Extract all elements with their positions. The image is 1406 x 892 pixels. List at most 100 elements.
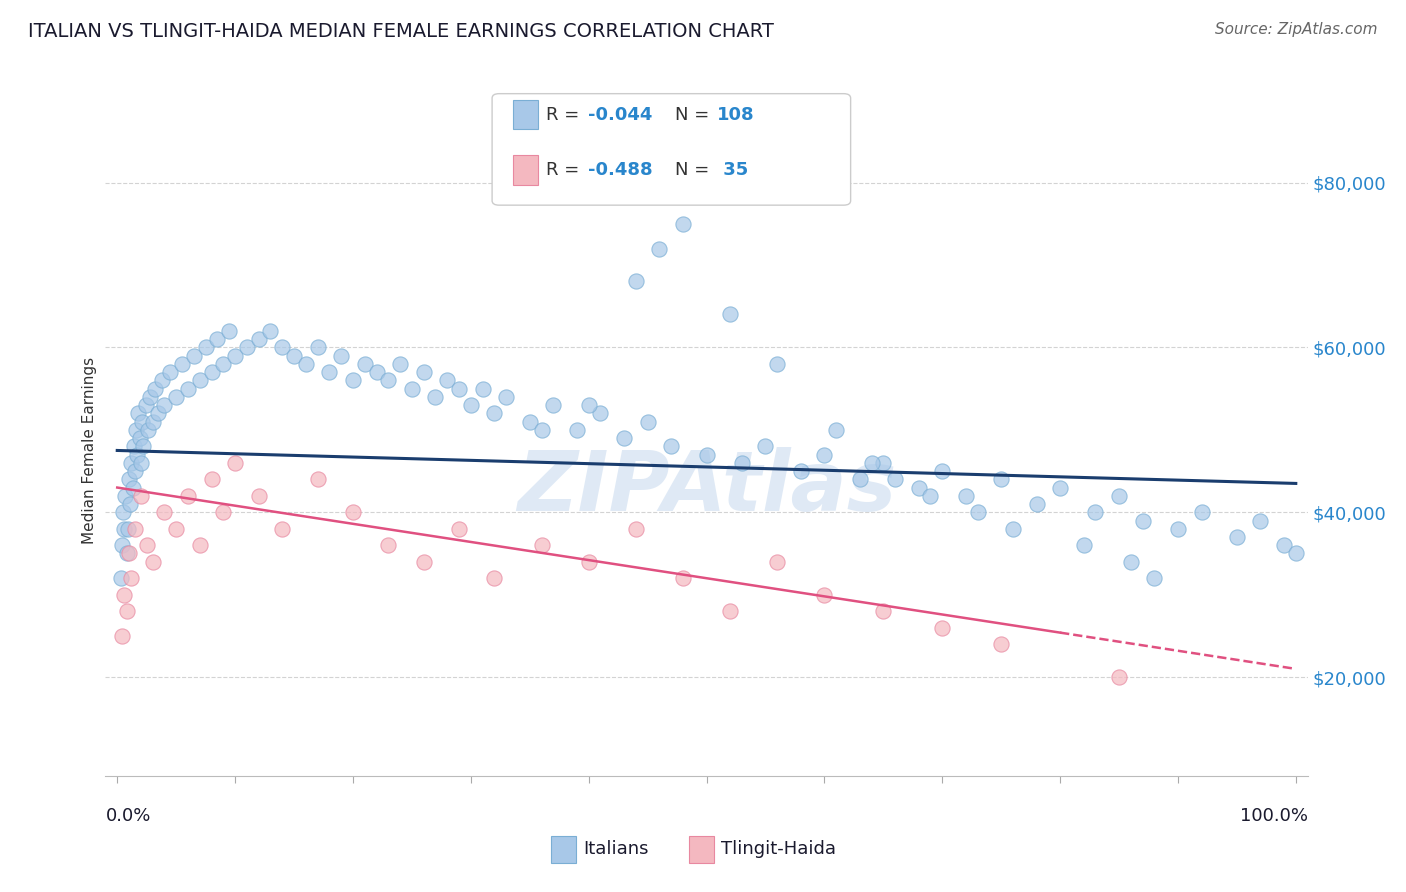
Point [672, 217, 695, 231]
Point [389, 357, 412, 371]
Point [659, 439, 682, 453]
Y-axis label: Median Female Earnings: Median Female Earnings [82, 357, 97, 544]
Point [460, 398, 482, 412]
Point [860, 456, 883, 470]
Point [377, 373, 399, 387]
Point [183, 349, 205, 363]
Point [1025, 497, 1047, 511]
Point [966, 505, 988, 519]
Point [117, 522, 139, 536]
Point [224, 456, 246, 470]
Point [578, 398, 600, 412]
Point [1285, 547, 1308, 561]
Point [128, 431, 150, 445]
Point [872, 456, 894, 470]
Point [484, 406, 506, 420]
Text: N =: N = [675, 161, 714, 179]
Point [1167, 522, 1189, 536]
Point [247, 489, 270, 503]
Point [112, 588, 135, 602]
Text: Italians: Italians [583, 840, 650, 858]
Point [931, 621, 953, 635]
Point [153, 398, 176, 412]
Point [990, 472, 1012, 486]
Point [330, 349, 353, 363]
Point [139, 390, 162, 404]
Point [143, 382, 166, 396]
Point [159, 365, 181, 379]
Point [135, 398, 157, 412]
Point [125, 423, 148, 437]
Point [124, 522, 146, 536]
Text: R =: R = [546, 161, 585, 179]
Point [271, 340, 294, 354]
Text: ITALIAN VS TLINGIT-HAIDA MEDIAN FEMALE EARNINGS CORRELATION CHART: ITALIAN VS TLINGIT-HAIDA MEDIAN FEMALE E… [28, 22, 773, 41]
Text: 108: 108 [717, 105, 755, 124]
Point [115, 604, 138, 618]
Point [112, 505, 135, 519]
Point [165, 390, 187, 404]
Point [1226, 530, 1249, 544]
Point [342, 373, 364, 387]
Point [565, 423, 588, 437]
Point [613, 431, 636, 445]
Point [1191, 505, 1213, 519]
Text: 35: 35 [717, 161, 748, 179]
Point [120, 571, 142, 585]
Point [177, 382, 200, 396]
Point [366, 365, 388, 379]
Point [813, 588, 835, 602]
Point [1084, 505, 1107, 519]
Text: ZIPAtlas: ZIPAtlas [517, 447, 896, 528]
Text: Tlingit-Haida: Tlingit-Haida [721, 840, 837, 858]
Point [766, 357, 789, 371]
Point [224, 349, 246, 363]
Point [110, 571, 132, 585]
Point [718, 308, 741, 322]
Point [118, 472, 141, 486]
Point [907, 481, 929, 495]
Point [447, 522, 470, 536]
Point [353, 357, 375, 371]
Point [920, 489, 942, 503]
Point [543, 398, 565, 412]
Point [990, 637, 1012, 651]
Point [212, 505, 235, 519]
Point [766, 555, 789, 569]
Point [121, 481, 143, 495]
Point [578, 555, 600, 569]
Point [118, 547, 141, 561]
Point [931, 464, 953, 478]
Point [412, 555, 434, 569]
Point [589, 406, 612, 420]
Text: Source: ZipAtlas.com: Source: ZipAtlas.com [1215, 22, 1378, 37]
Point [530, 538, 553, 552]
Point [111, 629, 134, 643]
Point [127, 448, 149, 462]
Point [120, 497, 142, 511]
Point [471, 382, 494, 396]
Point [425, 390, 447, 404]
Point [1049, 481, 1071, 495]
Point [122, 439, 145, 453]
Text: R =: R = [546, 105, 585, 124]
Point [1143, 571, 1166, 585]
Point [131, 415, 153, 429]
Point [112, 522, 135, 536]
Point [1001, 522, 1024, 536]
Point [135, 538, 157, 552]
Point [115, 547, 138, 561]
Point [484, 571, 506, 585]
Point [519, 415, 541, 429]
Point [212, 357, 235, 371]
Point [307, 472, 329, 486]
Point [754, 439, 776, 453]
Point [283, 349, 305, 363]
Point [129, 489, 152, 503]
Point [1132, 514, 1154, 528]
Point [401, 382, 423, 396]
Point [150, 373, 173, 387]
Point [218, 324, 240, 338]
Point [624, 275, 647, 289]
Point [120, 456, 142, 470]
